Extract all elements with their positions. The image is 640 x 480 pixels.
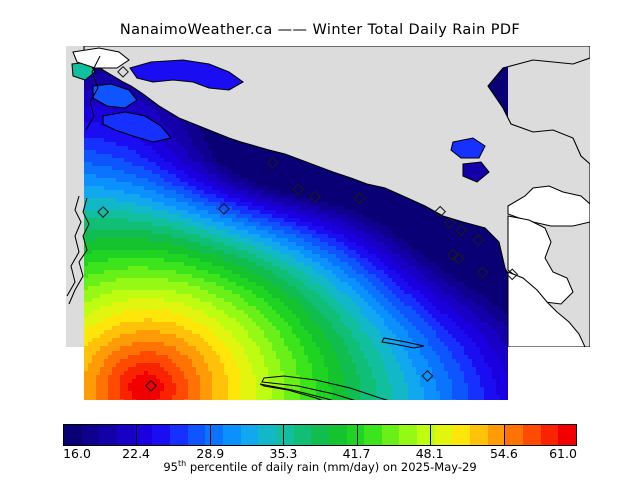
colorbar-segment [364,425,382,445]
colorbar-segment [470,425,488,445]
station-marker[interactable] [446,248,459,261]
colorbar-segment [452,425,471,445]
colorbar-tick-label: 35.3 [269,446,298,461]
colorbar-segment [240,425,259,445]
colorbar-segment [311,425,329,445]
colorbar-segment [328,425,347,445]
colorbar-segment [505,425,524,445]
station-marker[interactable] [292,183,305,196]
coastline-path [66,195,82,297]
landmass-overlay [83,46,590,347]
inlet-waters [71,59,490,183]
colorbar-segment [540,425,559,445]
station-marker[interactable] [145,379,157,392]
inlet-water [102,111,172,143]
station-marker[interactable] [266,156,279,169]
colorbar-tick-labels: 16.0 22.4 28.9 35.3 41.7 48.1 54.6 61.0 [0,446,640,462]
colorbar-segment [64,425,82,445]
station-marker[interactable] [309,190,322,203]
station-marker[interactable] [506,268,519,281]
colorbar-segment [205,425,223,445]
map-graphic [33,46,590,347]
coastline-path [259,383,333,400]
colorbar-caption: 95th percentile of daily rain (mm/day) o… [0,459,640,474]
colorbar-segment [134,425,153,445]
colorbar-segment [399,425,418,445]
colorbar-segment [81,425,100,445]
colorbar-segment [116,425,135,445]
colorbar-segment [275,425,294,445]
station-markers [97,65,519,281]
colorbar-segment [222,425,241,445]
colorbar-tick-label: 16.0 [63,446,91,461]
colorbar-segment [258,425,276,445]
colorbar-segment [417,425,435,445]
colorbar-tick-label: 28.9 [196,446,225,461]
station-marker[interactable] [434,205,447,218]
station-marker[interactable] [455,224,468,237]
colorbar-segment [187,425,206,445]
colorbar-tick-label: 22.4 [122,446,151,461]
colorbar-segment [434,425,453,445]
station-marker[interactable] [476,266,489,279]
coastlines [66,47,590,347]
station-marker[interactable] [452,252,465,265]
station-marker[interactable] [421,369,434,382]
colorbar[interactable] [63,424,577,446]
left-margin-fill [33,46,66,347]
inlet-water [129,59,244,91]
station-marker[interactable] [353,192,366,205]
inlet-water [450,137,486,159]
coastline-path [261,375,389,400]
colorbar-tick-label: 41.7 [342,446,371,461]
colorbar-gradient[interactable] [63,424,577,446]
colorbar-segment [346,425,365,445]
colorbar-segment [293,425,312,445]
inlet-water [462,161,490,183]
station-marker[interactable] [117,65,129,78]
coastline-path [68,197,90,305]
caption-superscript: th [177,459,187,468]
colorbar-segment [558,425,577,445]
colorbar-segment [152,425,170,445]
station-marker[interactable] [217,202,230,215]
north-landmass [83,46,590,347]
colorbar-segment [523,425,541,445]
colorbar-segment [99,425,117,445]
colorbar-tick-label: 54.6 [489,446,518,461]
colorbar-segment [169,425,188,445]
colorbar-segment [381,425,400,445]
station-marker[interactable] [472,234,485,246]
station-marker[interactable] [443,217,456,229]
map-panel [33,46,590,347]
figure-title: NanaimoWeather.ca —— Winter Total Daily … [119,22,521,38]
colorbar-segment [487,425,506,445]
colorbar-tick-label: 61.0 [549,446,577,461]
caption-prefix: 95 [163,459,178,474]
station-marker[interactable] [97,206,110,218]
caption-rest: percentile of daily rain (mm/day) on 202… [186,459,477,474]
colorbar-tick-label: 48.1 [415,446,444,461]
coastline-path [507,271,586,347]
